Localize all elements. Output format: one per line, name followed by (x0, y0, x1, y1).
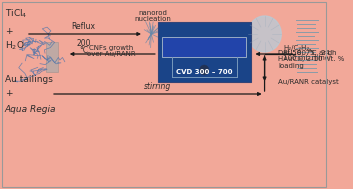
Text: DPU, 80 °C, 24 h: DPU, 80 °C, 24 h (279, 49, 337, 56)
Text: CNFs growth: CNFs growth (89, 45, 133, 51)
Circle shape (199, 65, 209, 75)
Text: H₂/C₂H₂,: H₂/C₂H₂, (283, 45, 312, 51)
Text: 200: 200 (76, 39, 91, 48)
Bar (46, 42, 58, 72)
Bar (162, 37, 246, 57)
Text: CVD 300 – 700: CVD 300 – 700 (176, 69, 233, 75)
Text: stirring: stirring (144, 82, 172, 91)
Text: nanorod: nanorod (139, 10, 168, 16)
Bar (158, 22, 251, 82)
Text: °C: °C (79, 46, 88, 55)
Text: +: + (5, 28, 12, 36)
Text: H$_2$O: H$_2$O (5, 40, 24, 52)
Text: Aqua Regia: Aqua Regia (5, 105, 56, 114)
Circle shape (248, 16, 281, 52)
Text: nucleation: nucleation (135, 16, 172, 22)
Text: +: + (5, 90, 12, 98)
Text: Au tailings: Au tailings (5, 74, 53, 84)
Text: at 50, 75, and: at 50, 75, and (283, 50, 332, 56)
Text: Reflux: Reflux (72, 22, 96, 31)
Text: 100 mL min⁻¹: 100 mL min⁻¹ (283, 55, 331, 61)
Text: over Au/RANR: over Au/RANR (87, 51, 136, 57)
Text: HAuCl₄, 3-10 wt. %: HAuCl₄, 3-10 wt. % (279, 56, 345, 62)
Text: TiCl$_4$: TiCl$_4$ (5, 8, 27, 20)
Text: Au/RANR catalyst: Au/RANR catalyst (279, 79, 339, 85)
Text: loading: loading (279, 63, 304, 69)
Text: nucleation: nucleation (189, 22, 229, 31)
